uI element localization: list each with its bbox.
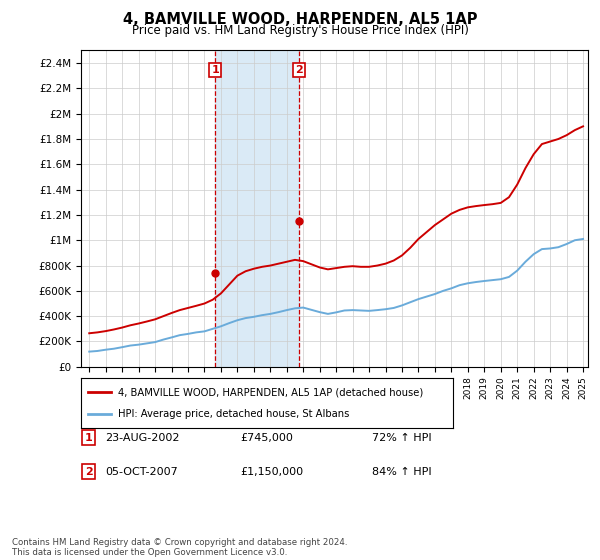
Text: HPI: Average price, detached house, St Albans: HPI: Average price, detached house, St A…: [118, 409, 350, 419]
Text: 84% ↑ HPI: 84% ↑ HPI: [372, 466, 431, 477]
Text: 2: 2: [295, 64, 303, 74]
Text: 2: 2: [85, 466, 92, 477]
Text: £1,150,000: £1,150,000: [240, 466, 303, 477]
Text: 4, BAMVILLE WOOD, HARPENDEN, AL5 1AP: 4, BAMVILLE WOOD, HARPENDEN, AL5 1AP: [123, 12, 477, 27]
Text: 05-OCT-2007: 05-OCT-2007: [105, 466, 178, 477]
Text: Contains HM Land Registry data © Crown copyright and database right 2024.
This d: Contains HM Land Registry data © Crown c…: [12, 538, 347, 557]
Text: 23-AUG-2002: 23-AUG-2002: [105, 433, 179, 443]
Text: 4, BAMVILLE WOOD, HARPENDEN, AL5 1AP (detached house): 4, BAMVILLE WOOD, HARPENDEN, AL5 1AP (de…: [118, 387, 424, 397]
Text: Price paid vs. HM Land Registry's House Price Index (HPI): Price paid vs. HM Land Registry's House …: [131, 24, 469, 37]
Text: 72% ↑ HPI: 72% ↑ HPI: [372, 433, 431, 443]
Text: 1: 1: [211, 64, 219, 74]
Text: £745,000: £745,000: [240, 433, 293, 443]
Bar: [215, 50, 299, 367]
Text: 1: 1: [85, 433, 92, 443]
